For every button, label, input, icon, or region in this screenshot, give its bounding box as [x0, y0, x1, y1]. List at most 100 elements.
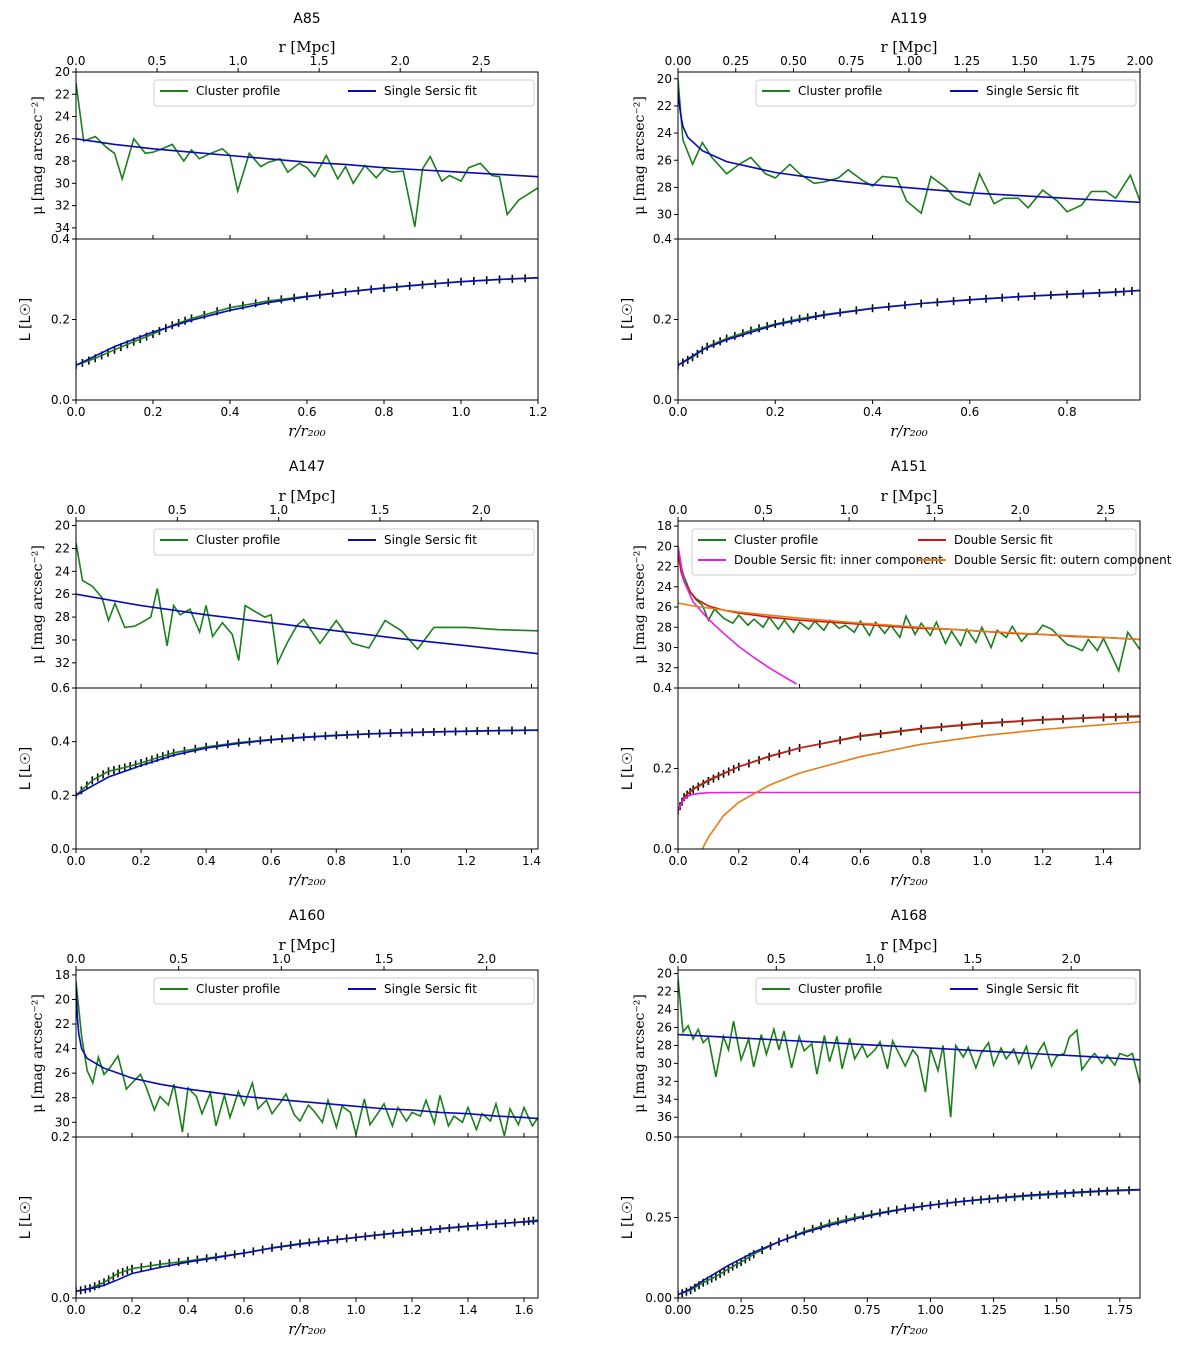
legend-label: Single Sersic fit — [384, 84, 477, 98]
top-axis-tick-label: 0.0 — [668, 952, 687, 966]
mu-y-tick-label: 26 — [657, 600, 672, 614]
L-x-tick-label: 0.2 — [143, 405, 162, 419]
mu-y-tick-label: 32 — [55, 656, 70, 670]
top-axis-tick-label: 1.00 — [896, 54, 923, 68]
chart-a160: A160 r [Mpc] 0.0 0.5 1.0 1.5 2.0 18 20 22 24 26 28 30… — [18, 908, 539, 1338]
mu-y-tick-label: 20 — [55, 519, 70, 533]
L-x-tick-label: 1.4 — [522, 854, 541, 868]
L-x-tick-label: 0.6 — [851, 854, 870, 868]
legend-box — [755, 79, 1137, 107]
top-axis-tick-label: 0.5 — [168, 503, 187, 517]
L-series-single-sersic-fit — [76, 277, 538, 367]
mu-y-tick-label: 22 — [657, 560, 672, 574]
L-x-tick-label: 0.0 — [66, 854, 85, 868]
L-x-label: r/r₂₀₀ — [890, 1320, 927, 1338]
L-series-group — [678, 712, 1140, 849]
mu-y-tick-label: 30 — [657, 641, 672, 655]
L-x-tick-label: 0.4 — [790, 854, 809, 868]
mu-y-label: μ [mag arcsec⁻²] — [30, 545, 46, 664]
chart-title: A119 — [891, 11, 927, 27]
L-y-label: L [L☉] — [18, 298, 34, 342]
chart-a168: A168 r [Mpc] 0.0 0.5 1.0 1.5 2.0 20 22 24 26 28 30 32… — [620, 908, 1141, 1338]
mu-y-tick-label: 20 — [657, 72, 672, 86]
mu-y-tick-label: 22 — [55, 87, 70, 101]
chart-title: A85 — [293, 11, 320, 27]
chart-title: A168 — [891, 908, 927, 924]
top-axis-tick-label: 1.50 — [1011, 54, 1038, 68]
top-axis-tick-label: 1.5 — [374, 952, 393, 966]
L-x-tick-label: 0.4 — [220, 405, 239, 419]
mu-y-label: μ [mag arcsec⁻²] — [632, 545, 648, 664]
mu-y-tick-label: 20 — [55, 992, 70, 1006]
L-panel-frame — [75, 687, 539, 850]
legend-box — [755, 977, 1137, 1005]
L-x-tick-label: 0.8 — [1058, 405, 1077, 419]
L-x-label: r/r₂₀₀ — [288, 871, 325, 889]
L-x-tick-label: 1.2 — [528, 405, 547, 419]
legend-label: Cluster profile — [798, 84, 882, 98]
mu-y-tick-label: 24 — [657, 580, 672, 594]
mu-y-tick-label: 32 — [657, 661, 672, 675]
top-axis-label: r [Mpc] — [880, 936, 937, 954]
top-axis-tick-label: 1.5 — [963, 952, 982, 966]
legend-label: Double Sersic fit: outern component — [954, 553, 1172, 567]
L-x-tick-label: 0.25 — [728, 1303, 755, 1317]
legend-label: Cluster profile — [196, 982, 280, 996]
L-y-tick-label: 0.2 — [653, 762, 672, 776]
mu-y-tick-label: 22 — [55, 1017, 70, 1031]
top-axis-tick-label: 0.5 — [767, 952, 786, 966]
mu-y-tick-label: 24 — [55, 110, 70, 124]
top-axis-tick-label: 2.00 — [1127, 54, 1154, 68]
L-x-tick-label: 1.50 — [1043, 1303, 1070, 1317]
top-axis-tick-label: 1.5 — [370, 503, 389, 517]
L-panel-frame — [677, 687, 1141, 850]
legend-label: Double Sersic fit — [954, 533, 1053, 547]
top-axis-tick-label: 1.5 — [925, 503, 944, 517]
mu-series-double-sersic-fit-inner-component — [678, 546, 797, 685]
L-series-double-sersic-fit-inner-component — [678, 791, 1140, 811]
top-axis-tick-label: 2.0 — [477, 952, 496, 966]
L-y-tick-label: 0.6 — [51, 681, 70, 695]
top-axis-tick-label: 2.5 — [472, 54, 491, 68]
L-y-tick-label: 0.2 — [51, 1130, 70, 1144]
L-x-tick-label: 0.8 — [912, 854, 931, 868]
L-x-tick-label: 0.00 — [665, 1303, 692, 1317]
mu-series-group — [76, 981, 538, 1137]
L-series-cluster-profile — [76, 277, 538, 367]
mu-y-tick-label: 32 — [55, 199, 70, 213]
mu-y-tick-label: 20 — [657, 967, 672, 981]
L-x-tick-label: 1.25 — [980, 1303, 1007, 1317]
L-series-group — [678, 287, 1140, 370]
L-series-single-sersic-fit — [678, 1188, 1140, 1296]
top-axis-tick-label: 2.0 — [1011, 503, 1030, 517]
mu-series-group — [678, 546, 1140, 685]
mu-y-tick-label: 30 — [55, 633, 70, 647]
L-x-tick-label: 1.0 — [972, 854, 991, 868]
L-x-tick-label: 1.0 — [451, 405, 470, 419]
L-series-cluster-profile — [678, 1189, 1140, 1296]
mu-y-tick-label: 26 — [657, 1020, 672, 1034]
chart-a85: A85 r [Mpc] 0.0 0.5 1.0 1.5 2.0 2.5 20 22 24 26 28 30… — [18, 11, 548, 440]
mu-y-tick-label: 20 — [55, 65, 70, 79]
L-y-label: L [L☉] — [620, 1196, 636, 1240]
L-x-tick-label: 0.75 — [854, 1303, 881, 1317]
legend-box — [153, 977, 535, 1005]
L-x-tick-label: 1.2 — [1033, 854, 1052, 868]
mu-y-label: μ [mag arcsec⁻²] — [30, 96, 46, 215]
mu-y-tick-label: 28 — [657, 620, 672, 634]
mu-y-tick-label: 28 — [657, 1038, 672, 1052]
top-axis-tick-label: 0.5 — [169, 952, 188, 966]
L-x-tick-label: 0.2 — [122, 1303, 141, 1317]
L-series-single-sersic-fit — [76, 1220, 538, 1293]
mu-y-tick-label: 18 — [657, 519, 672, 533]
top-axis-tick-label: 2.5 — [1096, 503, 1115, 517]
mu-series-double-sersic-fit-outern-component — [678, 602, 1140, 641]
L-y-label: L [L☉] — [18, 1196, 34, 1240]
L-series-group — [76, 726, 538, 800]
L-x-tick-label: 0.0 — [66, 405, 85, 419]
L-x-label: r/r₂₀₀ — [890, 422, 927, 440]
top-axis-label: r [Mpc] — [880, 38, 937, 56]
L-series-group — [678, 1186, 1140, 1298]
top-axis-tick-label: 1.0 — [269, 503, 288, 517]
L-x-tick-label: 1.2 — [457, 854, 476, 868]
